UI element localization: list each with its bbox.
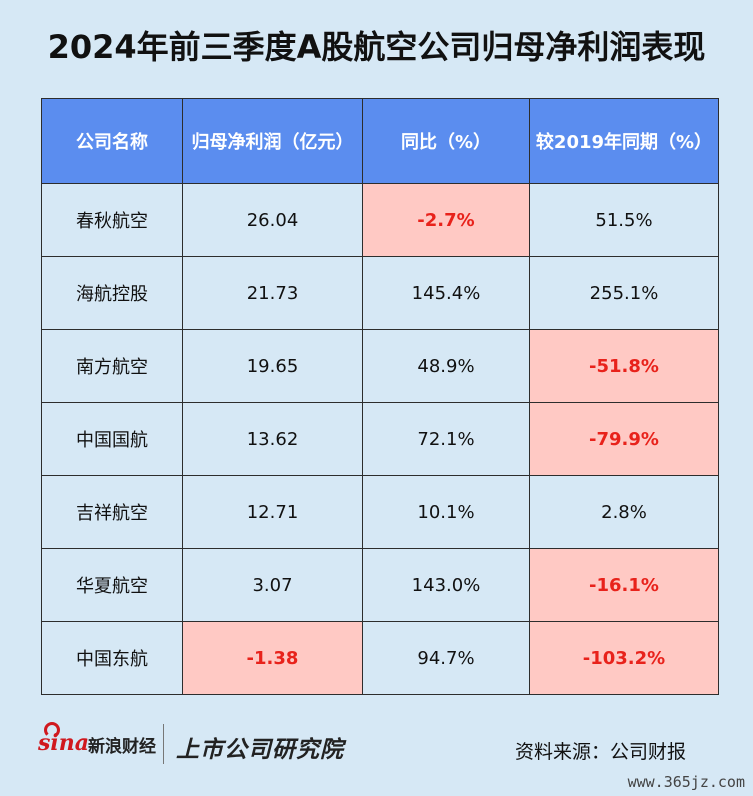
cell-company: 华夏航空 bbox=[41, 548, 183, 622]
sina-finance-logo: sina 新浪财经 bbox=[38, 722, 158, 770]
cell-net-profit: 12.71 bbox=[182, 475, 363, 549]
cell-vs2019: -103.2% bbox=[529, 621, 719, 695]
column-header-vs2019: 较2019年同期（%） bbox=[529, 98, 719, 184]
table-header-row: 公司名称 归母净利润（亿元） 同比（%） 较2019年同期（%） bbox=[41, 98, 719, 184]
table-row: 中国国航 13.62 72.1% -79.9% bbox=[41, 402, 719, 476]
table-row: 华夏航空 3.07 143.0% -16.1% bbox=[41, 548, 719, 622]
table-body: 春秋航空 26.04 -2.7% 51.5% 海航控股 21.73 145.4% 255.1%… bbox=[41, 183, 719, 695]
column-header-yoy: 同比（%） bbox=[362, 98, 530, 184]
cell-vs2019: -16.1% bbox=[529, 548, 719, 622]
cell-company: 春秋航空 bbox=[41, 183, 183, 257]
table-row: 海航控股 21.73 145.4% 255.1% bbox=[41, 256, 719, 330]
cell-net-profit: -1.38 bbox=[182, 621, 363, 695]
profit-table: 公司名称 归母净利润（亿元） 同比（%） 较2019年同期（%） 春秋航空 26.… bbox=[41, 98, 719, 695]
cell-net-profit: 19.65 bbox=[182, 329, 363, 403]
sina-logo-text: sina bbox=[38, 730, 89, 756]
cell-company: 吉祥航空 bbox=[41, 475, 183, 549]
cell-company: 南方航空 bbox=[41, 329, 183, 403]
cell-vs2019: -79.9% bbox=[529, 402, 719, 476]
cell-company: 海航控股 bbox=[41, 256, 183, 330]
cell-net-profit: 21.73 bbox=[182, 256, 363, 330]
sina-eye-icon bbox=[44, 722, 60, 738]
cell-yoy: 145.4% bbox=[362, 256, 530, 330]
cell-company: 中国东航 bbox=[41, 621, 183, 695]
sina-brand-name: 新浪财经 bbox=[88, 737, 156, 757]
cell-vs2019: 51.5% bbox=[529, 183, 719, 257]
data-source: 资料来源：公司财报 bbox=[515, 741, 687, 763]
table-row: 南方航空 19.65 48.9% -51.8% bbox=[41, 329, 719, 403]
column-header-net-profit: 归母净利润（亿元） bbox=[182, 98, 363, 184]
cell-yoy: 72.1% bbox=[362, 402, 530, 476]
cell-net-profit: 26.04 bbox=[182, 183, 363, 257]
table-row: 春秋航空 26.04 -2.7% 51.5% bbox=[41, 183, 719, 257]
cell-vs2019: 255.1% bbox=[529, 256, 719, 330]
cell-yoy: 94.7% bbox=[362, 621, 530, 695]
footer-divider bbox=[163, 724, 164, 764]
table-row: 中国东航 -1.38 94.7% -103.2% bbox=[41, 621, 719, 695]
footer: sina 新浪财经 上市公司研究院 资料来源：公司财报 bbox=[0, 722, 753, 772]
table-row: 吉祥航空 12.71 10.1% 2.8% bbox=[41, 475, 719, 549]
cell-yoy: 48.9% bbox=[362, 329, 530, 403]
cell-company: 中国国航 bbox=[41, 402, 183, 476]
research-institute-logo: 上市公司研究院 bbox=[176, 726, 376, 766]
column-header-company: 公司名称 bbox=[41, 98, 183, 184]
watermark: www.365jz.com bbox=[627, 773, 745, 791]
cell-vs2019: -51.8% bbox=[529, 329, 719, 403]
cell-net-profit: 3.07 bbox=[182, 548, 363, 622]
cell-yoy: -2.7% bbox=[362, 183, 530, 257]
page-title: 2024年前三季度A股航空公司归母净利润表现 bbox=[47, 28, 706, 66]
cell-net-profit: 13.62 bbox=[182, 402, 363, 476]
cell-yoy: 10.1% bbox=[362, 475, 530, 549]
cell-vs2019: 2.8% bbox=[529, 475, 719, 549]
research-institute-name: 上市公司研究院 bbox=[176, 737, 344, 763]
cell-yoy: 143.0% bbox=[362, 548, 530, 622]
